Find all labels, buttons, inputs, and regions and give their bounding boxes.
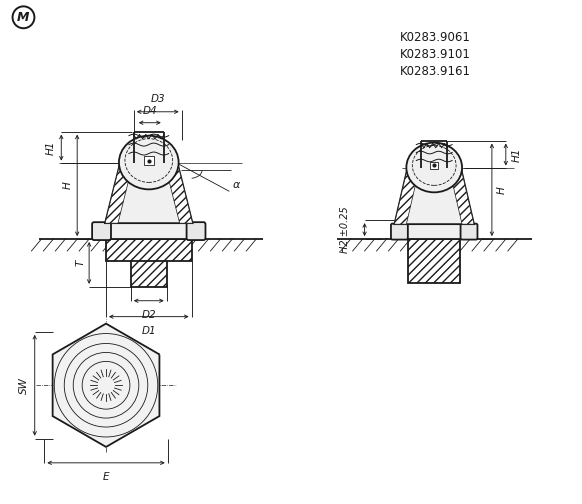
Text: H: H <box>497 186 507 194</box>
FancyBboxPatch shape <box>391 224 408 239</box>
Text: K0283.9161: K0283.9161 <box>399 65 470 78</box>
Polygon shape <box>105 163 133 223</box>
Polygon shape <box>449 168 474 224</box>
Text: K0283.9101: K0283.9101 <box>399 47 470 60</box>
Ellipse shape <box>119 136 179 190</box>
Text: α: α <box>232 180 240 191</box>
Bar <box>396 224 472 239</box>
FancyBboxPatch shape <box>187 222 205 240</box>
Text: SW: SW <box>19 377 29 394</box>
Text: D1: D1 <box>141 326 156 336</box>
Bar <box>106 239 191 261</box>
Text: K0283.9061: K0283.9061 <box>399 31 470 44</box>
Text: D2: D2 <box>141 309 156 320</box>
Text: H2 ±0.25: H2 ±0.25 <box>340 206 350 253</box>
Polygon shape <box>52 324 159 447</box>
Text: D4: D4 <box>143 106 157 116</box>
Text: H1: H1 <box>45 141 55 155</box>
Polygon shape <box>165 163 193 223</box>
Text: H1: H1 <box>512 147 521 162</box>
Text: D3: D3 <box>150 94 165 104</box>
Ellipse shape <box>406 143 462 193</box>
Polygon shape <box>105 163 193 223</box>
Text: H: H <box>62 181 72 189</box>
Text: T: T <box>75 260 85 266</box>
Bar <box>131 239 166 287</box>
Bar <box>144 156 154 165</box>
Bar <box>409 239 460 283</box>
Polygon shape <box>395 168 474 224</box>
FancyBboxPatch shape <box>460 224 477 239</box>
Polygon shape <box>395 168 419 224</box>
FancyBboxPatch shape <box>92 222 111 240</box>
Text: E: E <box>103 472 109 482</box>
Bar <box>430 161 438 169</box>
Text: M: M <box>17 11 30 24</box>
Bar <box>106 223 191 239</box>
